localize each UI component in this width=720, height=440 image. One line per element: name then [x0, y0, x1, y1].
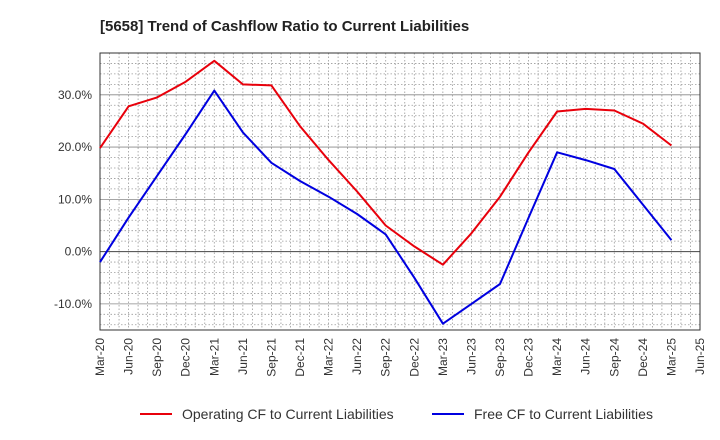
x-tick-label: Sep-23 [493, 338, 507, 377]
x-tick-label: Dec-24 [636, 338, 650, 377]
x-tick-label: Dec-20 [179, 338, 193, 377]
y-tick-label: -10.0% [54, 297, 92, 311]
x-tick-label: Jun-25 [693, 338, 707, 375]
x-tick-label: Sep-20 [150, 338, 164, 377]
x-tick-label: Dec-23 [522, 338, 536, 377]
x-tick-label: Mar-25 [664, 338, 678, 376]
y-tick-label: 20.0% [58, 140, 92, 154]
y-tick-label: 30.0% [58, 88, 92, 102]
y-tick-label: 0.0% [65, 245, 93, 259]
x-tick-label: Mar-23 [436, 338, 450, 376]
legend: Operating CF to Current Liabilities Free … [140, 406, 653, 422]
grid-lines [99, 52, 701, 330]
legend-label: Operating CF to Current Liabilities [182, 406, 394, 422]
x-tick-label: Jun-23 [464, 338, 478, 375]
x-tick-label: Sep-21 [264, 338, 278, 377]
x-tick-label: Jun-22 [350, 338, 364, 375]
x-tick-label: Sep-24 [607, 338, 621, 377]
y-axis: -10.0% 0.0% 10.0% 20.0% 30.0% [54, 88, 92, 311]
x-tick-label: Jun-21 [236, 338, 250, 375]
series-line [99, 59, 673, 266]
y-tick-label: 10.0% [58, 192, 92, 206]
x-tick-label: Jun-20 [122, 338, 136, 375]
x-tick-label: Dec-21 [293, 338, 307, 377]
x-tick-label: Mar-22 [322, 338, 336, 376]
x-tick-label: Mar-24 [550, 338, 564, 376]
x-tick-label: Mar-20 [93, 338, 107, 376]
x-tick-label: Dec-22 [407, 338, 421, 377]
chart-title: [5658] Trend of Cashflow Ratio to Curren… [100, 18, 469, 35]
x-tick-label: Jun-24 [579, 338, 593, 375]
x-axis: Mar-20 Jun-20 Sep-20 Dec-20 Mar-21 Jun-21 Sep-… [93, 338, 707, 377]
plot-frame [99, 52, 701, 331]
x-tick-label: Mar-21 [207, 338, 221, 376]
x-tick-label: Sep-22 [379, 338, 393, 377]
series-layer [99, 59, 673, 325]
series-line [99, 89, 673, 325]
legend-label: Free CF to Current Liabilities [474, 406, 653, 422]
